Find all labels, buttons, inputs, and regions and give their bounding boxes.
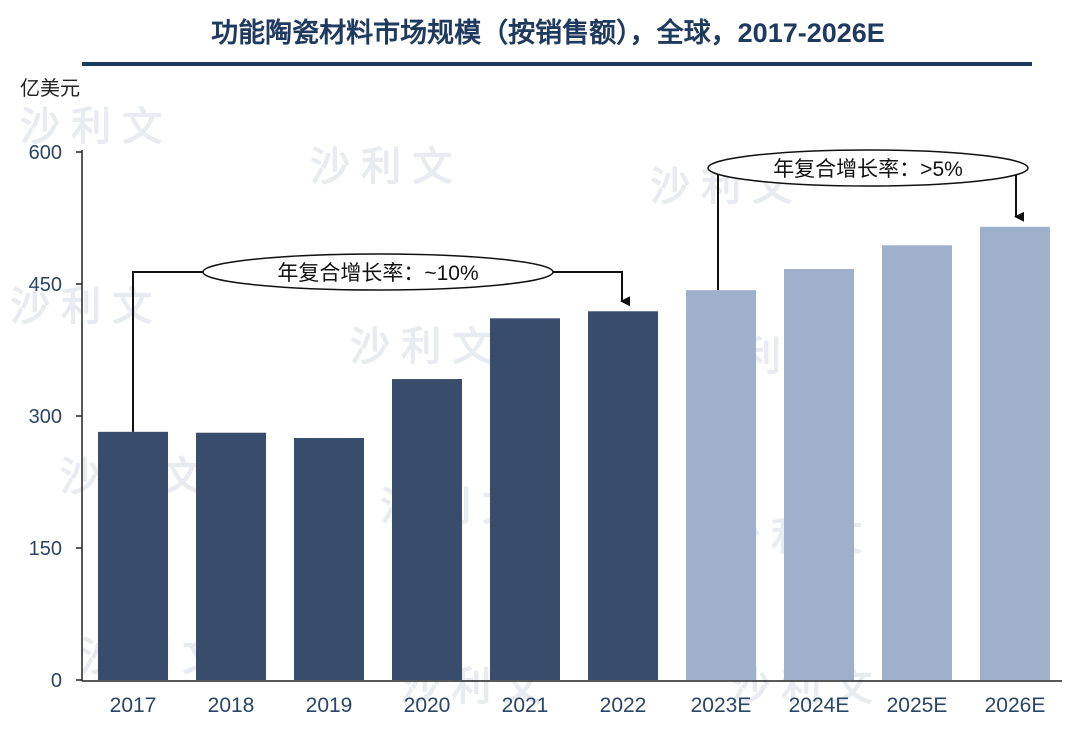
bar-2020 — [392, 379, 462, 680]
x-tick-label: 2023E — [691, 694, 752, 717]
chart-title: 功能陶瓷材料市场规模（按销售额），全球，2017-2026E — [211, 17, 885, 48]
x-tick-label: 2017 — [110, 694, 157, 717]
x-tick-label: 2024E — [789, 694, 850, 717]
cagr-bubble — [707, 149, 1029, 187]
cagr-label: 年复合增长率：~10% — [277, 262, 478, 285]
bar-2026E — [980, 226, 1050, 681]
x-tick-label: 2022 — [600, 694, 647, 717]
y-tick-label: 0 — [51, 670, 62, 692]
y-tick-label: 600 — [29, 142, 62, 164]
x-tick-label: 2018 — [208, 694, 255, 717]
svg-text:沙 利 文: 沙 利 文 — [310, 145, 452, 189]
bar-2025E — [882, 245, 952, 680]
cagr-bubble — [202, 253, 554, 291]
svg-text:沙 利 文: 沙 利 文 — [10, 285, 152, 329]
y-axis-unit: 亿美元 — [20, 77, 80, 100]
cagr-arrow — [553, 271, 630, 307]
bar-2021 — [490, 318, 560, 680]
bar-2023E — [686, 290, 756, 680]
x-tick-label: 2020 — [404, 694, 451, 717]
title-underline — [82, 62, 1032, 66]
bar-2018 — [196, 432, 266, 680]
x-tick-label: 2019 — [306, 694, 353, 717]
y-tick-label: 150 — [29, 538, 62, 560]
x-tick-label: 2021 — [502, 694, 549, 717]
bar-2019 — [294, 438, 364, 680]
x-tick-label: 2025E — [887, 694, 948, 717]
svg-text:沙 利 文: 沙 利 文 — [350, 325, 492, 369]
bar-2017 — [98, 431, 168, 680]
y-tick-label: 450 — [29, 274, 62, 296]
x-tick-label: 2026E — [985, 694, 1046, 717]
cagr-arrow — [1014, 167, 1028, 222]
svg-text:沙 利 文: 沙 利 文 — [20, 105, 162, 149]
y-tick-label: 300 — [29, 406, 62, 428]
bar-2022 — [588, 311, 658, 680]
bar-2024E — [784, 269, 854, 680]
cagr-label: 年复合增长率：>5% — [773, 158, 963, 181]
cagr-bracket-left — [132, 271, 203, 432]
